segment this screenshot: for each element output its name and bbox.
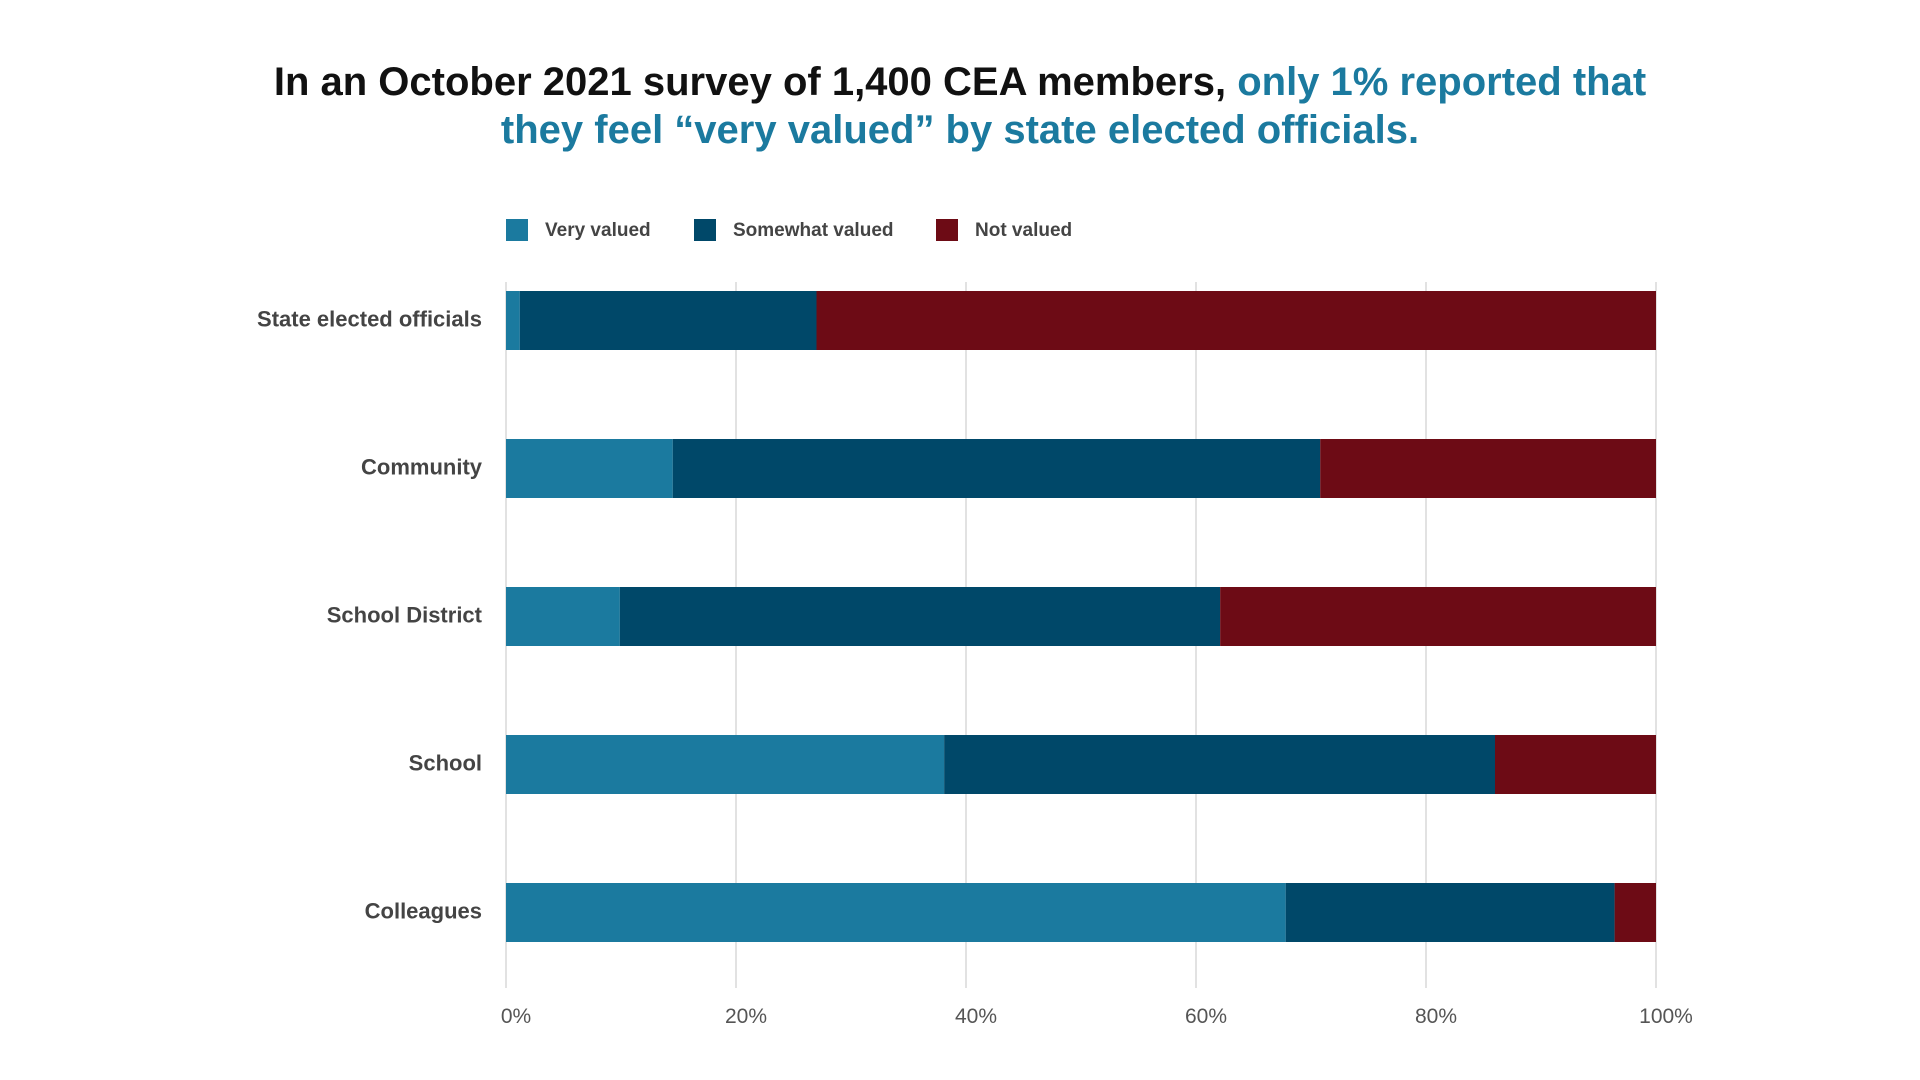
category-label-4: Colleagues bbox=[365, 898, 482, 923]
bar-not-valued-1 bbox=[1320, 439, 1656, 498]
bar-very-valued-4 bbox=[506, 883, 1286, 942]
chart-title: In an October 2021 survey of 1,400 CEA m… bbox=[0, 58, 1920, 154]
title-part-1: In an October 2021 survey of 1,400 CEA m… bbox=[273, 60, 1227, 104]
bar-very-valued-2 bbox=[506, 587, 620, 646]
bar-not-valued-4 bbox=[1614, 883, 1656, 942]
category-labels: State elected officials Community School D… bbox=[257, 306, 483, 923]
bar-somewhat-valued-4 bbox=[1285, 883, 1615, 942]
bar-somewhat-valued-3 bbox=[944, 735, 1495, 794]
title-highlight-2: they feel “very valued” by state elected… bbox=[500, 108, 1420, 152]
legend-swatch-not-valued bbox=[936, 219, 958, 241]
category-label-1: Community bbox=[361, 454, 483, 479]
x-tick-label-2: 40% bbox=[955, 1005, 997, 1028]
x-tick-label-5: 100% bbox=[1639, 1005, 1693, 1028]
category-label-3: School bbox=[409, 750, 482, 775]
legend-label-not-valued: Not valued bbox=[975, 220, 1072, 241]
bar-somewhat-valued-0 bbox=[519, 291, 817, 350]
bar-not-valued-0 bbox=[816, 291, 1656, 350]
bars bbox=[506, 291, 1656, 942]
legend-swatch-very-valued bbox=[506, 219, 528, 241]
bar-somewhat-valued-1 bbox=[672, 439, 1321, 498]
legend-label-somewhat-valued: Somewhat valued bbox=[733, 220, 894, 241]
category-label-2: School District bbox=[327, 602, 483, 627]
x-tick-label-0: 0% bbox=[501, 1005, 531, 1028]
bar-very-valued-1 bbox=[506, 439, 673, 498]
x-tick-label-3: 60% bbox=[1185, 1005, 1227, 1028]
bar-somewhat-valued-2 bbox=[619, 587, 1221, 646]
x-tick-label-4: 80% bbox=[1415, 1005, 1457, 1028]
legend-label-very-valued: Very valued bbox=[545, 220, 651, 241]
title-highlight-1: only 1% reported that bbox=[1237, 60, 1647, 104]
x-tick-label-1: 20% bbox=[725, 1005, 767, 1028]
bar-very-valued-0 bbox=[506, 291, 520, 350]
category-label-0: State elected officials bbox=[257, 306, 482, 331]
bar-not-valued-2 bbox=[1220, 587, 1656, 646]
x-axis-ticks: 0% 20% 40% 60% 80% 100% bbox=[501, 1005, 1693, 1028]
legend: Very valued Somewhat valued Not valued bbox=[506, 219, 1072, 241]
bar-not-valued-3 bbox=[1495, 735, 1656, 794]
legend-swatch-somewhat-valued bbox=[694, 219, 716, 241]
bar-very-valued-3 bbox=[506, 735, 945, 794]
